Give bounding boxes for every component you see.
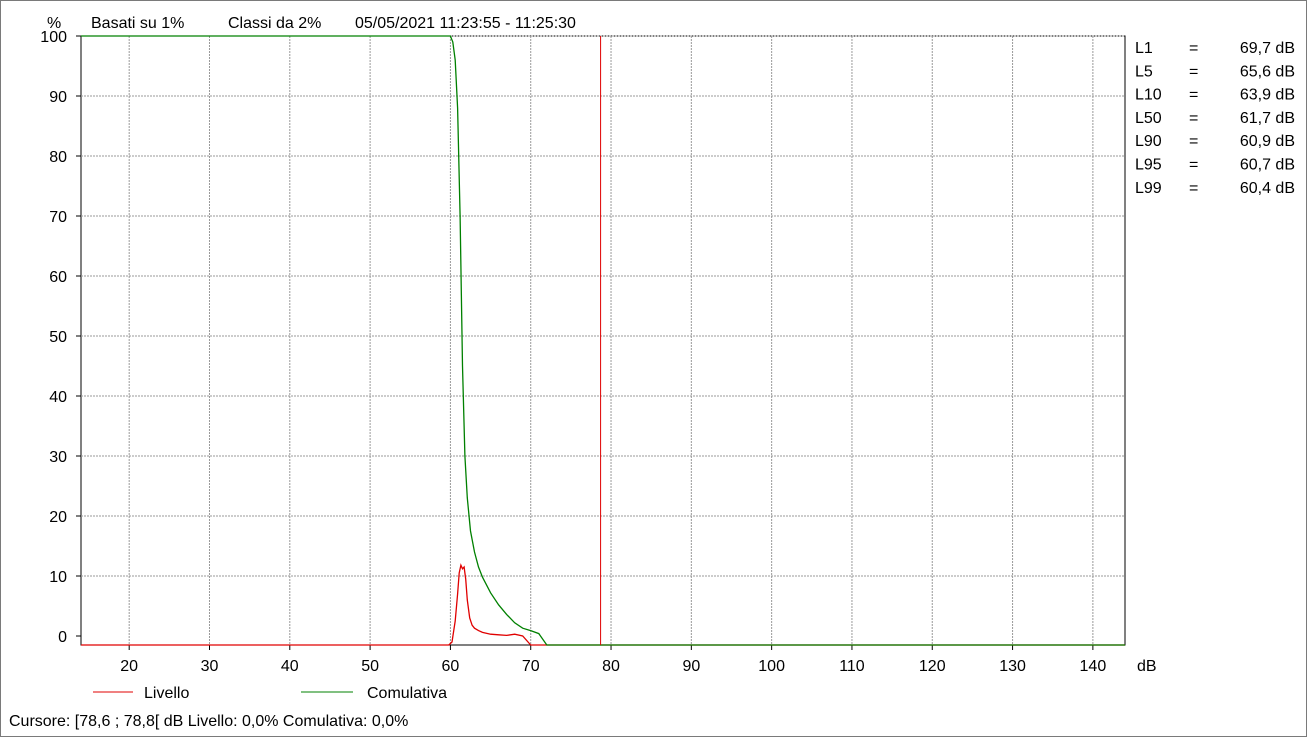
- stat-eq-l99: =: [1189, 180, 1198, 197]
- stat-label-l90: L90: [1135, 133, 1162, 150]
- stat-eq-l1: =: [1189, 40, 1198, 57]
- stat-value-l95: 60,7 dB: [1240, 157, 1295, 174]
- stat-value-l99: 60,4 dB: [1240, 180, 1295, 197]
- stat-value-l1: 69,7 dB: [1240, 40, 1295, 57]
- stat-value-l90: 60,9 dB: [1240, 133, 1295, 150]
- series-group: [81, 35, 1125, 646]
- x-tick-label-90: 90: [682, 658, 700, 675]
- stat-value-l10: 63,9 dB: [1240, 87, 1295, 104]
- x-tick-label-110: 110: [839, 658, 865, 675]
- stat-eq-l90: =: [1189, 133, 1198, 150]
- y-tick-label-0: 0: [58, 629, 67, 646]
- stat-eq-l5: =: [1189, 63, 1198, 80]
- y-tick-label-100: 100: [40, 29, 67, 46]
- stat-eq-l50: =: [1189, 110, 1198, 127]
- y-unit-label: %: [47, 15, 61, 32]
- y-tick-label-90: 90: [49, 89, 67, 106]
- y-tick-label-70: 70: [49, 209, 67, 226]
- x-tick-label-20: 20: [120, 658, 138, 675]
- cursor-readout: Cursore: [78,6 ; 78,8[ dB Livello: 0,0% …: [9, 713, 409, 730]
- y-tick-labels: 0 10 20 30 40 50 60 70 80 90 100: [40, 29, 67, 646]
- legend-livello-label: Livello: [144, 685, 189, 702]
- stat-value-l5: 65,6 dB: [1240, 63, 1295, 80]
- percentile-stats-panel: L1 = 69,7 dB L5 = 65,6 dB L10 = 63,9 dB L50 = 61,7 …: [1135, 40, 1295, 197]
- stat-value-l50: 61,7 dB: [1240, 110, 1295, 127]
- stat-eq-l10: =: [1189, 87, 1198, 104]
- x-tick-label-130: 130: [999, 658, 1026, 675]
- y-tick-label-40: 40: [49, 389, 67, 406]
- x-tick-label-40: 40: [281, 658, 299, 675]
- x-tick-label-140: 140: [1080, 658, 1107, 675]
- y-tick-label-80: 80: [49, 149, 67, 166]
- y-tick-label-30: 30: [49, 449, 67, 466]
- x-tick-label-60: 60: [442, 658, 460, 675]
- basis-label: Basati su 1%: [91, 15, 184, 32]
- stat-label-l1: L1: [1135, 40, 1153, 57]
- stat-label-l99: L99: [1135, 180, 1162, 197]
- y-tick-label-10: 10: [49, 569, 67, 586]
- legend[interactable]: Livello Comulativa: [93, 685, 447, 702]
- y-tick-label-60: 60: [49, 269, 67, 286]
- y-tick-label-20: 20: [49, 509, 67, 526]
- x-tick-labels: 20 30 40 50 60 70 80 90 100 110 120 130 140: [120, 658, 1106, 675]
- stat-eq-l95: =: [1189, 157, 1198, 174]
- x-tick-label-30: 30: [201, 658, 219, 675]
- stat-label-l50: L50: [1135, 110, 1162, 127]
- y-tick-label-50: 50: [49, 329, 67, 346]
- classes-label: Classi da 2%: [228, 15, 321, 32]
- legend-comulativa-label: Comulativa: [367, 685, 447, 702]
- x-tick-label-100: 100: [758, 658, 785, 675]
- x-tick-label-70: 70: [522, 658, 540, 675]
- stat-label-l95: L95: [1135, 157, 1162, 174]
- x-tick-label-120: 120: [919, 658, 946, 675]
- x-axis-unit-label: dB: [1137, 658, 1157, 675]
- stat-label-l5: L5: [1135, 63, 1153, 80]
- stat-label-l10: L10: [1135, 87, 1162, 104]
- datetime-label: 05/05/2021 11:23:55 - 11:25:30: [355, 15, 576, 32]
- series-line-comulativa: [81, 35, 1125, 646]
- plot-area[interactable]: [80, 35, 1126, 646]
- x-tick-label-50: 50: [361, 658, 379, 675]
- x-tick-label-80: 80: [602, 658, 620, 675]
- series-line-livello: [81, 563, 1125, 646]
- grid: [76, 35, 1125, 650]
